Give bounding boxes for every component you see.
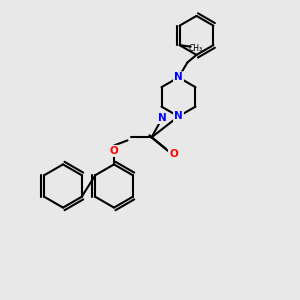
Text: O: O	[110, 146, 118, 156]
Text: O: O	[169, 149, 178, 159]
Text: N: N	[174, 72, 183, 82]
Text: N: N	[158, 113, 166, 123]
Text: N: N	[174, 111, 183, 122]
Text: CH₃: CH₃	[189, 44, 203, 52]
